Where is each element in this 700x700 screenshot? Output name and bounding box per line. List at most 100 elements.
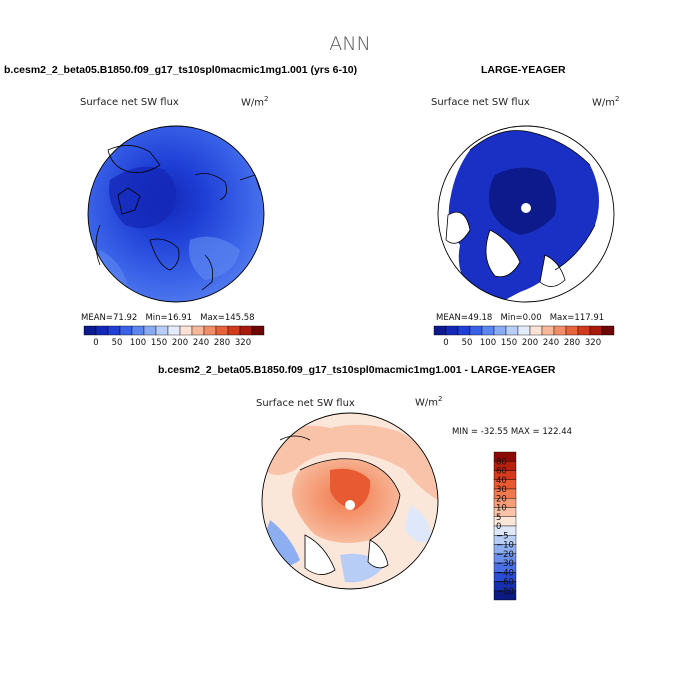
panel-3-colorbar-tick-label: −40	[496, 568, 514, 578]
map-2-pole-hole	[521, 203, 531, 213]
panel-3-colorbar-tick-label: −5	[496, 531, 509, 541]
panel-3-colorbar-tick-label: 30	[496, 485, 507, 495]
panel-1-colorbar-tick-label: 280	[214, 338, 230, 348]
panel-1-colorbar-swatch	[179, 325, 193, 336]
panel-2-colorbar-tick-label: 100	[480, 338, 496, 348]
panel-2-max-label: Max=	[549, 313, 575, 323]
panel-2-colorbar-swatch	[565, 325, 579, 336]
panel-1-colorbar-swatch	[167, 325, 181, 336]
map-1-high-region	[189, 236, 240, 280]
panel-1-colorbar-swatch	[107, 325, 121, 336]
panel-3-colorbar-tick-label: 40	[496, 476, 507, 486]
panel-2-colorbar-tick-label: 240	[543, 338, 559, 348]
panel-1-units-base: W/m	[241, 97, 264, 109]
panel-2-colorbar-tick-label: 0	[443, 338, 448, 348]
panel-2-min: 0.00	[522, 313, 542, 323]
map-3-land-1	[305, 535, 335, 575]
panel-1-max-label: Max=	[200, 313, 225, 323]
panel-1-colorbar-tick-label: 0	[93, 338, 98, 348]
panel-1-colorbar-tick-label: 100	[130, 338, 146, 348]
panel-3-colorbar-tick-label: 80	[496, 457, 507, 467]
panel-2-mean-label: MEAN=	[436, 313, 468, 323]
panel-2-colorbar-swatch	[505, 325, 519, 336]
panel-2-units-exp: 2	[615, 95, 620, 103]
panel-2-colorbar-swatch	[445, 325, 459, 336]
panel-3-units-exp: 2	[438, 395, 443, 403]
map-2-central-low	[488, 167, 557, 235]
panel-1-colorbar-swatch	[203, 325, 217, 336]
panel-1-colorbar: 0 50 100 150 200 240 280 320	[83, 325, 265, 348]
panel-1-min: 16.91	[167, 313, 193, 323]
map-3-pole-hole	[345, 500, 355, 510]
panel-1-stats: MEAN=71.92 Min=16.91 Max=145.58	[81, 313, 255, 323]
map-3	[261, 412, 439, 590]
map-2-land-2	[540, 255, 565, 287]
map-2	[437, 125, 615, 303]
panel-3-stats: MIN = -32.55 MAX = 122.44	[452, 427, 573, 437]
panel-1-max: 145.58	[224, 313, 255, 323]
panel-1-colorbar-swatch	[143, 325, 157, 336]
map-3-central-max	[330, 468, 371, 510]
panel-2-min-label: Min=	[500, 313, 523, 323]
panel-3-colorbar-tick-label: −60	[496, 578, 514, 588]
panel-2-max: 117.91	[574, 313, 605, 323]
panel-2-colorbar-swatch	[577, 325, 591, 336]
map-2-land-3	[446, 212, 470, 244]
map-2-coastlines	[445, 130, 596, 287]
panel-2-units: W/m2	[592, 95, 619, 108]
map-2-boundary	[437, 125, 615, 303]
panel-2-stats: MEAN=49.18 Min=0.00 Max=117.91	[436, 313, 604, 323]
panel-2-mean: 49.18	[468, 313, 493, 323]
panel-2-variable: Surface net SW flux	[431, 97, 530, 108]
panel-2-colorbar-swatch	[541, 325, 555, 336]
panel-1-min-label: Min=	[145, 313, 168, 323]
panel-2-colorbar-tick-label: 280	[564, 338, 580, 348]
panel-2-colorbar-swatch	[589, 325, 603, 336]
panel-3-variable: Surface net SW flux	[256, 398, 355, 409]
map-1-coastlines	[95, 145, 261, 291]
panel-3-colorbar-tick-label: 60	[496, 467, 507, 477]
panel-2-colorbar-tick-label: 320	[585, 338, 601, 348]
panel-2-colorbar-swatch	[433, 325, 447, 336]
panel-1-mean: 71.92	[113, 313, 138, 323]
panel-3-colorbar-tick-label: 10	[496, 504, 507, 514]
panel-3-colorbar-tick-label: 0	[496, 522, 501, 532]
panel-3-units: W/m2	[415, 395, 442, 408]
panel-3-colorbar-tick-label: 20	[496, 494, 507, 504]
map-3-negative-3	[405, 505, 432, 543]
panel-1-colorbar-swatch	[131, 325, 145, 336]
panel-2-colorbar-swatch	[553, 325, 567, 336]
panel-1-colorbar-tick-label: 200	[172, 338, 188, 348]
panel-2-colorbar-tick-label: 200	[522, 338, 538, 348]
page-title: ANN	[329, 33, 371, 55]
panel-1-mean-label: MEAN=	[81, 313, 113, 323]
panel-3-colorbar-tick-label: −10	[496, 541, 514, 551]
panel-1-colorbar-tick-label: 150	[151, 338, 167, 348]
map-1	[87, 125, 265, 303]
panel-3-units-base: W/m	[415, 397, 438, 409]
panel-1-colorbar-swatch	[95, 325, 109, 336]
map-3-land-2	[368, 540, 388, 568]
panel-2-units-base: W/m	[592, 97, 615, 109]
map-1-boundary	[87, 125, 265, 303]
panel-1-colorbar-swatch	[251, 325, 265, 336]
panel-3-colorbar-tick-label: −80	[496, 587, 514, 597]
panel-1-colorbar-swatch	[155, 325, 169, 336]
panel-3-colorbar-tick-label: −20	[496, 550, 514, 560]
panel-1-units: W/m2	[241, 95, 268, 108]
panel-1-title: b.cesm2_2_beta05.B1850.f09_g17_ts10spl0m…	[4, 64, 358, 76]
panel-3-colorbar-tick-label: −30	[496, 559, 514, 569]
panel-2-colorbar-swatch	[481, 325, 495, 336]
panel-1-colorbar-tick-label: 320	[235, 338, 251, 348]
panel-1-variable: Surface net SW flux	[80, 97, 179, 108]
map-3-coastlines	[279, 435, 401, 575]
panel-1-colorbar-tick-label: 240	[193, 338, 209, 348]
panel-3-title: b.cesm2_2_beta05.B1850.f09_g17_ts10spl0m…	[158, 364, 556, 376]
panel-1-colorbar-swatch	[119, 325, 133, 336]
map-2-land-1	[486, 230, 520, 277]
panel-1-colorbar-swatch	[239, 325, 253, 336]
panel-2-colorbar-swatch	[529, 325, 543, 336]
panel-2-title: LARGE-YEAGER	[481, 64, 566, 76]
panel-1-colorbar-swatch	[191, 325, 205, 336]
